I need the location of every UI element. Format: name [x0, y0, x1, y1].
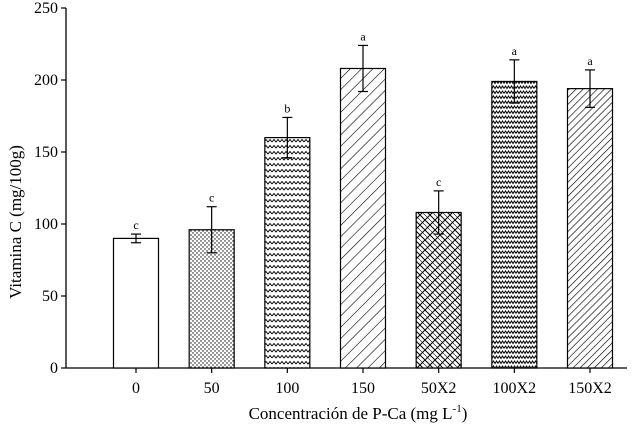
y-tick-label: 50 — [42, 288, 58, 305]
x-tick-label: 50 — [204, 380, 220, 397]
x-tick-label: 150X2 — [568, 380, 612, 397]
bar — [491, 80, 538, 369]
significance-letter: c — [209, 191, 214, 205]
x-tick-label: 100X2 — [493, 380, 537, 397]
y-tick-label: 0 — [50, 360, 58, 377]
y-tick-label: 250 — [34, 0, 58, 17]
x-axis-label-main: Concentración de P-Ca (mg L — [249, 404, 453, 423]
significance-letter: a — [360, 29, 366, 43]
x-tick-label: 50X2 — [421, 380, 457, 397]
significance-letter: a — [587, 54, 593, 68]
bar — [415, 211, 462, 369]
x-tick-label: 0 — [132, 380, 140, 397]
x-tick-label: 100 — [275, 380, 299, 397]
y-axis-label: Vitamina C (mg/100g) — [6, 145, 25, 299]
bar — [112, 237, 160, 369]
y-tick-label: 200 — [34, 72, 58, 89]
significance-letter: c — [133, 218, 138, 232]
axes: 0 50 100 150 200 250 0 50 100 150 50X2 100X2 150X2 — [34, 0, 627, 397]
y-tick-label: 150 — [34, 144, 58, 161]
x-axis-label-superscript: -1 — [453, 403, 462, 415]
significance-letter: c — [436, 175, 441, 189]
y-tick-label: 100 — [34, 216, 58, 233]
significance-letter: b — [284, 101, 290, 115]
bar — [339, 67, 387, 369]
bar — [264, 137, 311, 369]
x-axis-label-suffix: ) — [462, 404, 468, 423]
significance-letter: a — [512, 44, 518, 58]
x-axis-label: Concentración de P-Ca (mg L-1) — [249, 403, 468, 423]
x-tick-label: 150 — [351, 380, 375, 397]
bars-group: c c b a c a a — [112, 29, 614, 369]
bar — [566, 88, 614, 369]
